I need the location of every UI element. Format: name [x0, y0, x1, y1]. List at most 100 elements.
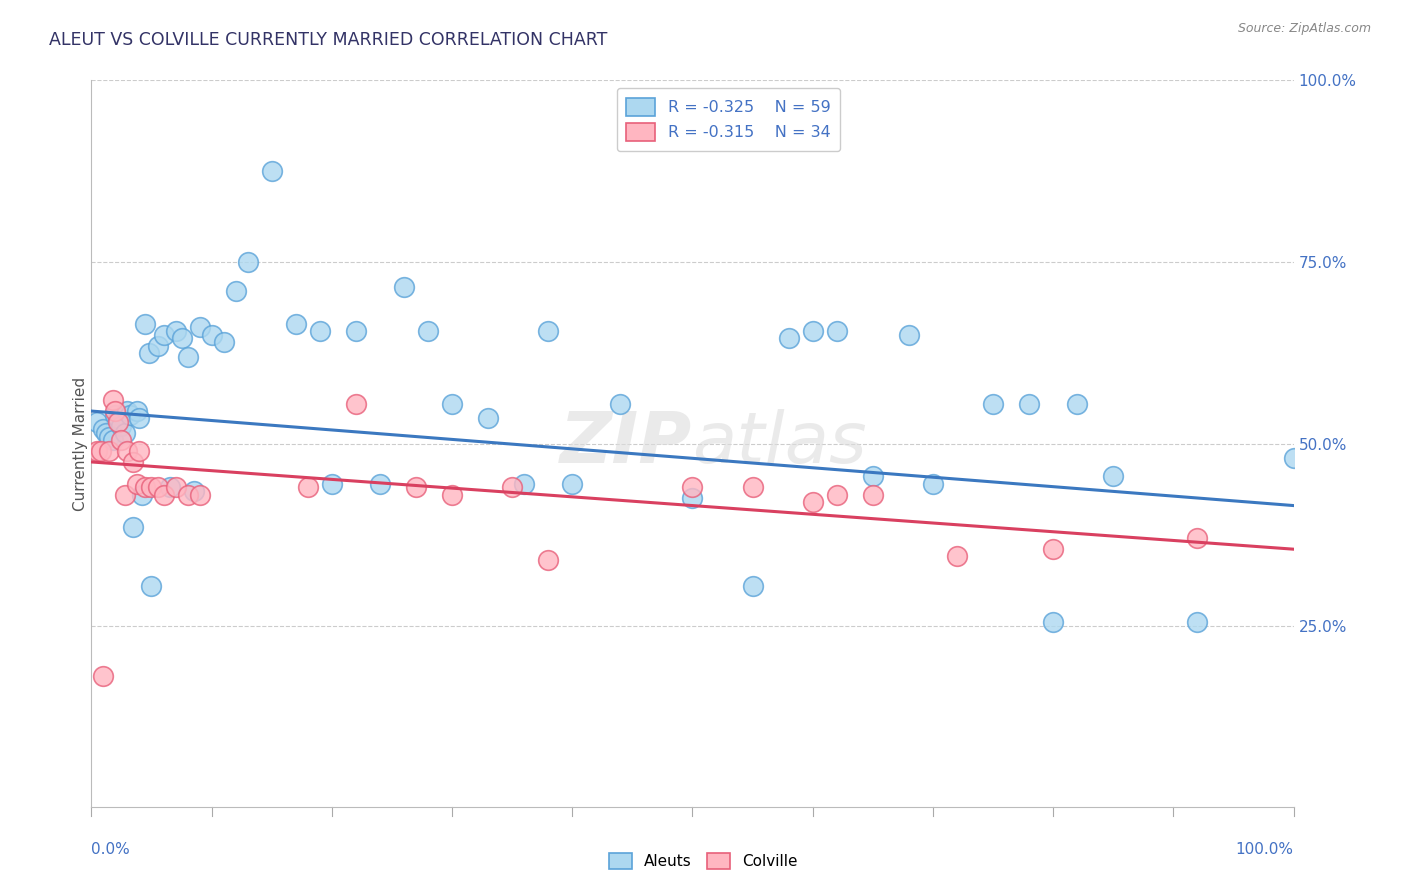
Point — [321, 476, 343, 491]
Point — [862, 469, 884, 483]
Point — [368, 476, 391, 491]
Point — [141, 480, 163, 494]
Legend: R = -0.325    N = 59, R = -0.315    N = 34: R = -0.325 N = 59, R = -0.315 N = 34 — [617, 88, 841, 151]
Point — [344, 397, 367, 411]
Point — [188, 320, 211, 334]
Point — [134, 480, 156, 494]
Point — [110, 433, 132, 447]
Point — [537, 553, 560, 567]
Point — [981, 397, 1004, 411]
Point — [561, 476, 583, 491]
Point — [165, 324, 187, 338]
Point — [477, 411, 499, 425]
Point — [110, 418, 132, 433]
Point — [440, 488, 463, 502]
Point — [741, 480, 763, 494]
Point — [90, 444, 112, 458]
Point — [825, 324, 848, 338]
Point — [392, 280, 415, 294]
Point — [101, 433, 124, 447]
Point — [297, 480, 319, 494]
Point — [165, 480, 187, 494]
Point — [128, 444, 150, 458]
Point — [212, 334, 235, 349]
Point — [107, 411, 129, 425]
Point — [159, 480, 181, 494]
Point — [117, 404, 139, 418]
Point — [176, 350, 198, 364]
Text: ZIP: ZIP — [560, 409, 692, 478]
Text: atlas: atlas — [692, 409, 868, 478]
Point — [201, 327, 224, 342]
Point — [152, 488, 174, 502]
Point — [1042, 542, 1064, 557]
Point — [1187, 615, 1209, 629]
Point — [922, 476, 945, 491]
Point — [107, 415, 129, 429]
Point — [513, 476, 536, 491]
Point — [98, 429, 121, 443]
Point — [284, 317, 307, 331]
Point — [260, 164, 283, 178]
Point — [1066, 397, 1088, 411]
Y-axis label: Currently Married: Currently Married — [73, 376, 87, 511]
Point — [609, 397, 631, 411]
Point — [501, 480, 523, 494]
Point — [125, 476, 148, 491]
Point — [114, 425, 136, 440]
Point — [93, 669, 115, 683]
Point — [778, 331, 800, 345]
Point — [236, 255, 259, 269]
Legend: Aleuts, Colville: Aleuts, Colville — [603, 847, 803, 875]
Point — [416, 324, 439, 338]
Point — [122, 520, 145, 534]
Point — [946, 549, 969, 564]
Point — [141, 578, 163, 592]
Point — [344, 324, 367, 338]
Point — [94, 425, 117, 440]
Point — [138, 346, 160, 360]
Point — [440, 397, 463, 411]
Text: ALEUT VS COLVILLE CURRENTLY MARRIED CORRELATION CHART: ALEUT VS COLVILLE CURRENTLY MARRIED CORR… — [49, 31, 607, 49]
Point — [225, 284, 247, 298]
Point — [131, 488, 153, 502]
Point — [98, 444, 121, 458]
Point — [118, 408, 141, 422]
Point — [1187, 531, 1209, 545]
Point — [104, 404, 127, 418]
Point — [1102, 469, 1125, 483]
Point — [176, 488, 198, 502]
Point — [537, 324, 560, 338]
Point — [188, 488, 211, 502]
Point — [101, 393, 124, 408]
Point — [897, 327, 920, 342]
Point — [1018, 397, 1040, 411]
Point — [170, 331, 193, 345]
Point — [104, 408, 127, 422]
Point — [122, 455, 145, 469]
Text: 100.0%: 100.0% — [1236, 842, 1294, 856]
Point — [801, 495, 824, 509]
Point — [308, 324, 330, 338]
Point — [405, 480, 427, 494]
Point — [681, 491, 703, 506]
Point — [1042, 615, 1064, 629]
Point — [183, 483, 205, 498]
Point — [801, 324, 824, 338]
Point — [862, 488, 884, 502]
Point — [86, 415, 108, 429]
Point — [86, 444, 108, 458]
Point — [125, 404, 148, 418]
Point — [134, 317, 156, 331]
Point — [681, 480, 703, 494]
Point — [146, 338, 169, 352]
Point — [146, 480, 169, 494]
Text: Source: ZipAtlas.com: Source: ZipAtlas.com — [1237, 22, 1371, 36]
Point — [117, 444, 139, 458]
Point — [1282, 451, 1305, 466]
Text: 0.0%: 0.0% — [91, 842, 131, 856]
Point — [93, 422, 115, 436]
Point — [152, 327, 174, 342]
Point — [128, 411, 150, 425]
Point — [741, 578, 763, 592]
